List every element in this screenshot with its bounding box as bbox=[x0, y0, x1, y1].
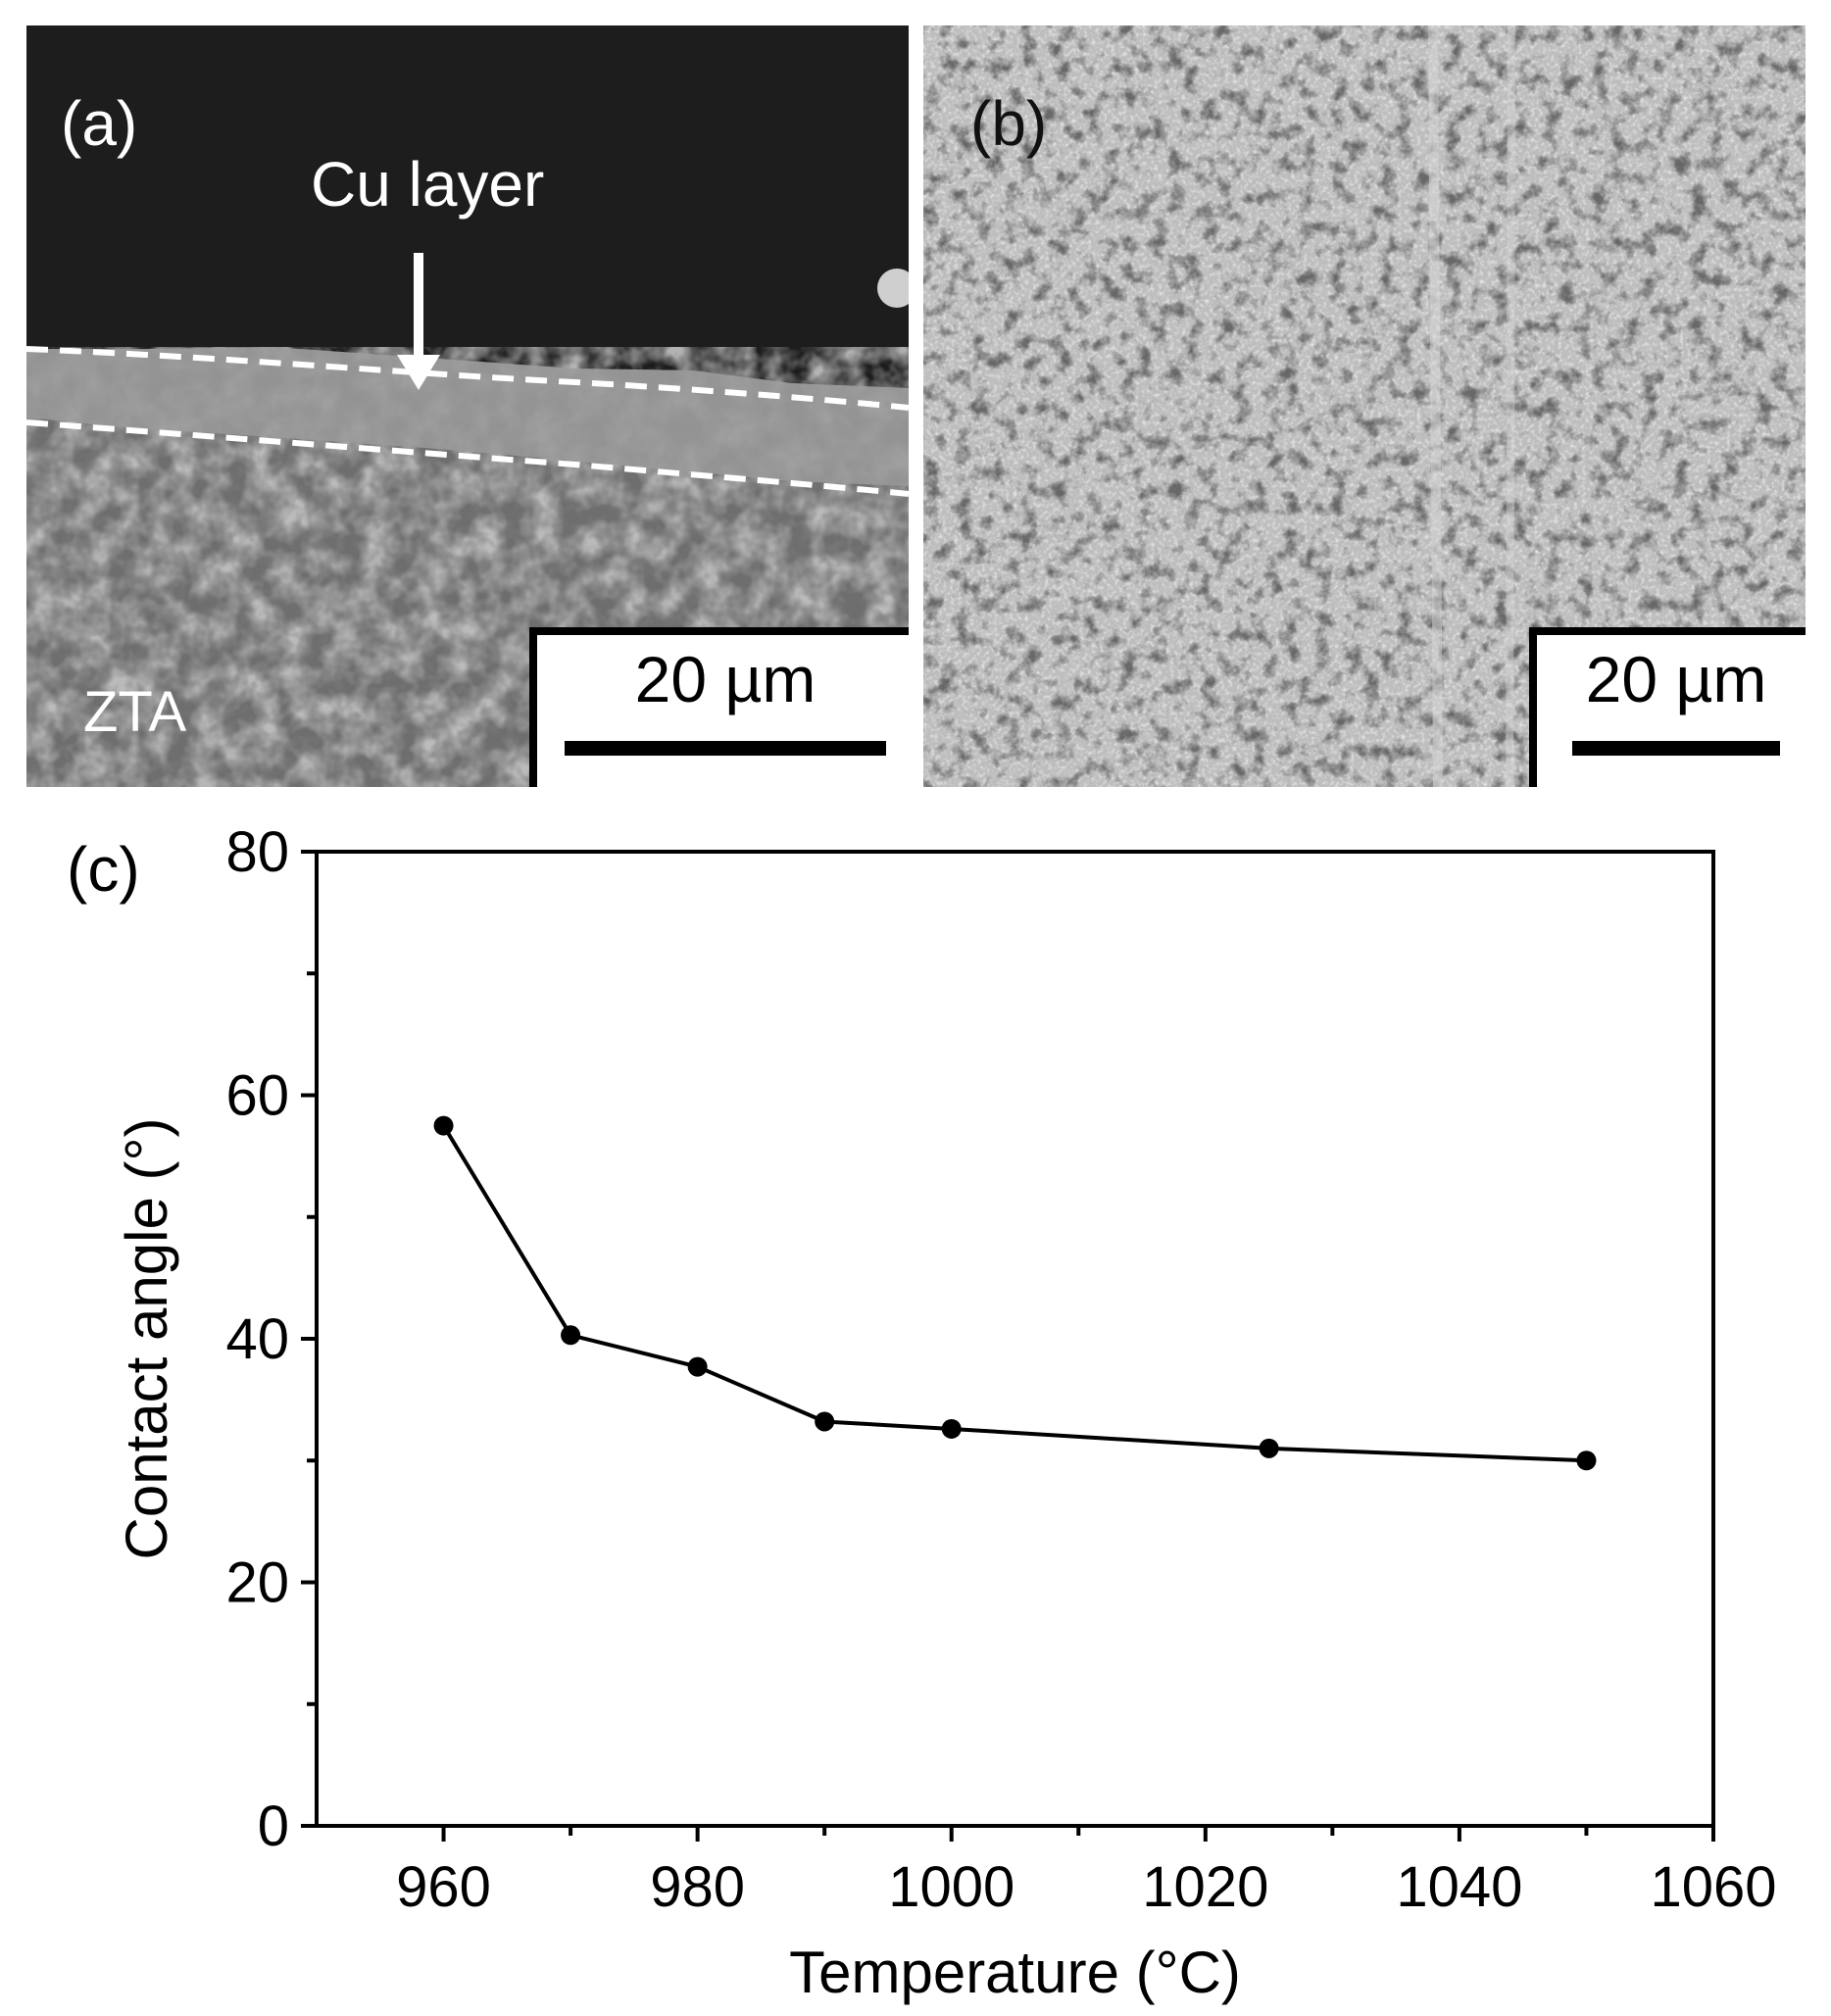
y-tick-label: 0 bbox=[258, 1795, 289, 1858]
sem-surface-image: (b) 20 µm bbox=[923, 25, 1806, 787]
panel-a-label: (a) bbox=[61, 88, 138, 159]
cu-layer-annotation: Cu layer bbox=[311, 149, 545, 220]
data-point bbox=[815, 1411, 835, 1432]
contact-angle-chart: 0 20 40 60 80 960 980 1000 1020 1040 1060 Tempera… bbox=[114, 820, 1777, 2005]
scale-bar-a-line bbox=[565, 741, 886, 756]
data-point bbox=[941, 1418, 962, 1439]
data-point bbox=[687, 1356, 708, 1377]
x-tick-label: 960 bbox=[396, 1855, 491, 1919]
data-point bbox=[433, 1115, 454, 1136]
x-axis-label: Temperature (°C) bbox=[789, 1940, 1241, 2005]
x-tick-label: 1060 bbox=[1650, 1855, 1776, 1919]
sem-cross-section-image: (a) Cu layer ZTA 20 µm bbox=[26, 25, 909, 787]
scale-bar-b-line bbox=[1572, 741, 1780, 756]
y-tick-label: 60 bbox=[225, 1064, 289, 1128]
scale-bar-a: 20 µm bbox=[529, 627, 909, 787]
series-line bbox=[441, 1124, 1587, 1463]
y-axis-ticks: 0 20 40 60 80 bbox=[225, 820, 317, 1858]
x-axis-ticks: 960 980 1000 1020 1040 1060 bbox=[396, 1826, 1777, 1919]
scale-bar-a-label: 20 µm bbox=[634, 643, 817, 715]
x-tick-label: 1040 bbox=[1396, 1855, 1522, 1919]
series-layer bbox=[433, 1115, 1597, 1471]
data-point bbox=[1576, 1451, 1597, 1471]
data-point bbox=[1259, 1438, 1279, 1458]
scale-bar-b: 20 µm bbox=[1529, 627, 1806, 787]
y-tick-label: 40 bbox=[225, 1307, 289, 1371]
data-point bbox=[561, 1325, 581, 1346]
panel-b-label: (b) bbox=[970, 88, 1048, 159]
y-tick-label: 20 bbox=[225, 1551, 289, 1615]
y-axis-label: Contact angle (°) bbox=[114, 1118, 179, 1560]
y-tick-label: 80 bbox=[225, 820, 289, 884]
panel-c-label: (c) bbox=[67, 834, 140, 905]
x-tick-label: 1020 bbox=[1142, 1855, 1268, 1919]
x-tick-label: 980 bbox=[650, 1855, 745, 1919]
substrate-annotation: ZTA bbox=[83, 680, 187, 744]
plot-frame bbox=[315, 850, 1715, 1828]
sem-surface-texture bbox=[923, 25, 1806, 787]
x-tick-label: 1000 bbox=[888, 1855, 1014, 1919]
scale-bar-b-label: 20 µm bbox=[1585, 643, 1767, 715]
